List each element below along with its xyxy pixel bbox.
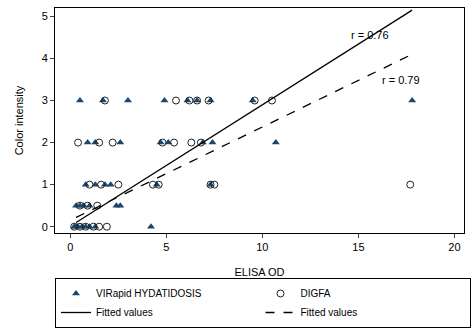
svg-text:4: 4: [42, 52, 48, 64]
svg-text:20: 20: [448, 241, 460, 253]
svg-text:5: 5: [163, 241, 169, 253]
svg-text:Fitted values: Fitted values: [301, 307, 358, 318]
svg-text:r = 0.79: r = 0.79: [382, 74, 420, 86]
svg-text:Color intensity: Color intensity: [13, 85, 25, 155]
svg-text:ELISA OD: ELISA OD: [234, 266, 284, 278]
svg-text:10: 10: [256, 241, 268, 253]
svg-text:VIRapid HYDATIDOSIS: VIRapid HYDATIDOSIS: [96, 288, 202, 299]
svg-text:5: 5: [42, 10, 48, 22]
svg-text:2: 2: [42, 136, 48, 148]
svg-text:0: 0: [67, 241, 73, 253]
svg-text:r = 0.76: r = 0.76: [351, 29, 389, 41]
svg-text:0: 0: [42, 221, 48, 233]
svg-text:3: 3: [42, 94, 48, 106]
svg-text:DIGFA: DIGFA: [301, 288, 331, 299]
svg-text:1: 1: [42, 178, 48, 190]
svg-text:Fitted values: Fitted values: [96, 307, 153, 318]
svg-text:15: 15: [352, 241, 364, 253]
